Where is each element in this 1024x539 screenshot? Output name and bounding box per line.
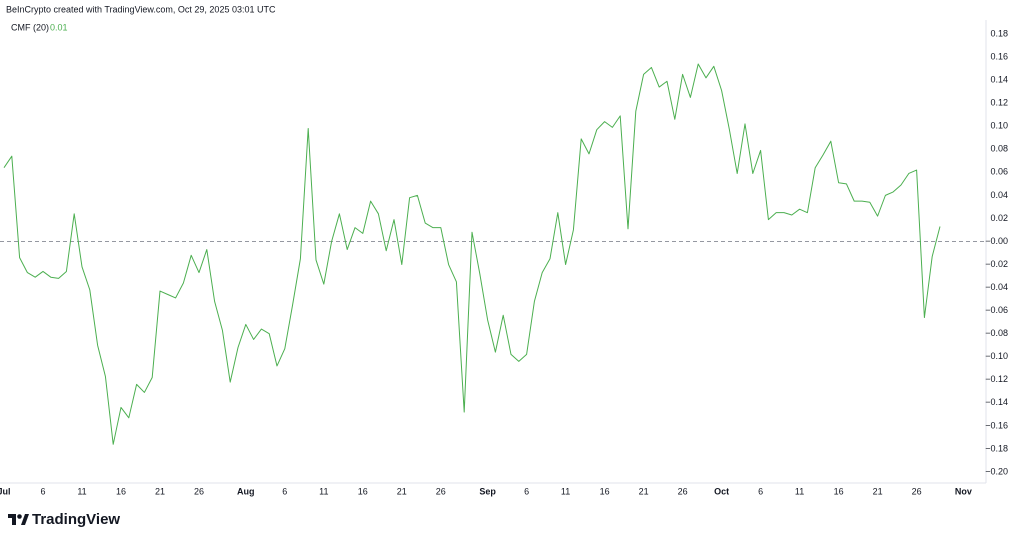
x-tick-label: 6	[282, 486, 287, 496]
x-tick-label: 6	[758, 486, 763, 496]
legend-value: 0.01	[50, 22, 68, 32]
y-tick-label: 0.04	[990, 190, 1008, 200]
x-tick-label: 26	[194, 486, 204, 496]
x-tick-label: 16	[116, 486, 126, 496]
x-tick-label: Sep	[479, 486, 496, 496]
y-tick-label: −0.06	[985, 305, 1008, 315]
x-tick-label: 16	[834, 486, 844, 496]
x-tick-label: 11	[561, 486, 570, 496]
logo-slash	[21, 514, 29, 525]
x-tick-label: 21	[639, 486, 649, 496]
x-tick-label: 21	[873, 486, 883, 496]
y-tick-label: 0.06	[990, 167, 1008, 177]
x-tick-label: Jul	[0, 486, 11, 496]
logo-dot	[17, 514, 22, 519]
x-tick-label: 6	[40, 486, 45, 496]
y-tick-label: −0.08	[985, 328, 1008, 338]
x-tick-label: 26	[436, 486, 446, 496]
y-tick-label: −0.18	[985, 443, 1008, 453]
x-tick-label: 6	[524, 486, 529, 496]
x-tick-label: 11	[77, 486, 86, 496]
brand: TradingView	[32, 511, 120, 528]
x-tick-label: 26	[912, 486, 922, 496]
x-tick-label: 21	[155, 486, 165, 496]
x-tick-label: Aug	[237, 486, 255, 496]
x-tick-label: 11	[319, 486, 328, 496]
plot	[0, 63, 986, 445]
y-tick-label: 0.14	[990, 75, 1008, 85]
y-tick-label: −0.04	[985, 282, 1008, 292]
y-tick-label: −0.10	[985, 351, 1008, 361]
y-tick-label: 0.12	[990, 98, 1008, 108]
source-credit: BeInCrypto created with TradingView.com,…	[6, 4, 276, 14]
logo: TradingView	[8, 511, 120, 528]
y-tick-label: −0.14	[985, 397, 1008, 407]
x-tick-label: 21	[397, 486, 407, 496]
x-tick-label: 26	[678, 486, 688, 496]
y-tick-label: −0.16	[985, 420, 1008, 430]
legend-name: CMF (20)	[11, 22, 49, 32]
y-tick-label: 0.08	[990, 144, 1008, 154]
x-tick-label: 11	[795, 486, 804, 496]
y-tick-label: −0.02	[985, 259, 1008, 269]
y-tick-label: 0.16	[990, 51, 1008, 61]
y-tick-label: −0.20	[985, 466, 1008, 476]
x-tick-label: Nov	[955, 486, 972, 496]
cmf-line	[3, 63, 941, 445]
y-tick-label: 0.18	[990, 28, 1008, 38]
y-tick-label: −0.12	[985, 374, 1008, 384]
y-tick-label: −0.00	[985, 236, 1008, 246]
x-tick-label: 16	[600, 486, 610, 496]
x-tick-label: Oct	[714, 486, 729, 496]
logo-mark	[8, 514, 16, 525]
x-tick-label: 16	[358, 486, 368, 496]
y-tick-label: 0.10	[990, 121, 1008, 131]
y-tick-label: 0.02	[990, 213, 1008, 223]
